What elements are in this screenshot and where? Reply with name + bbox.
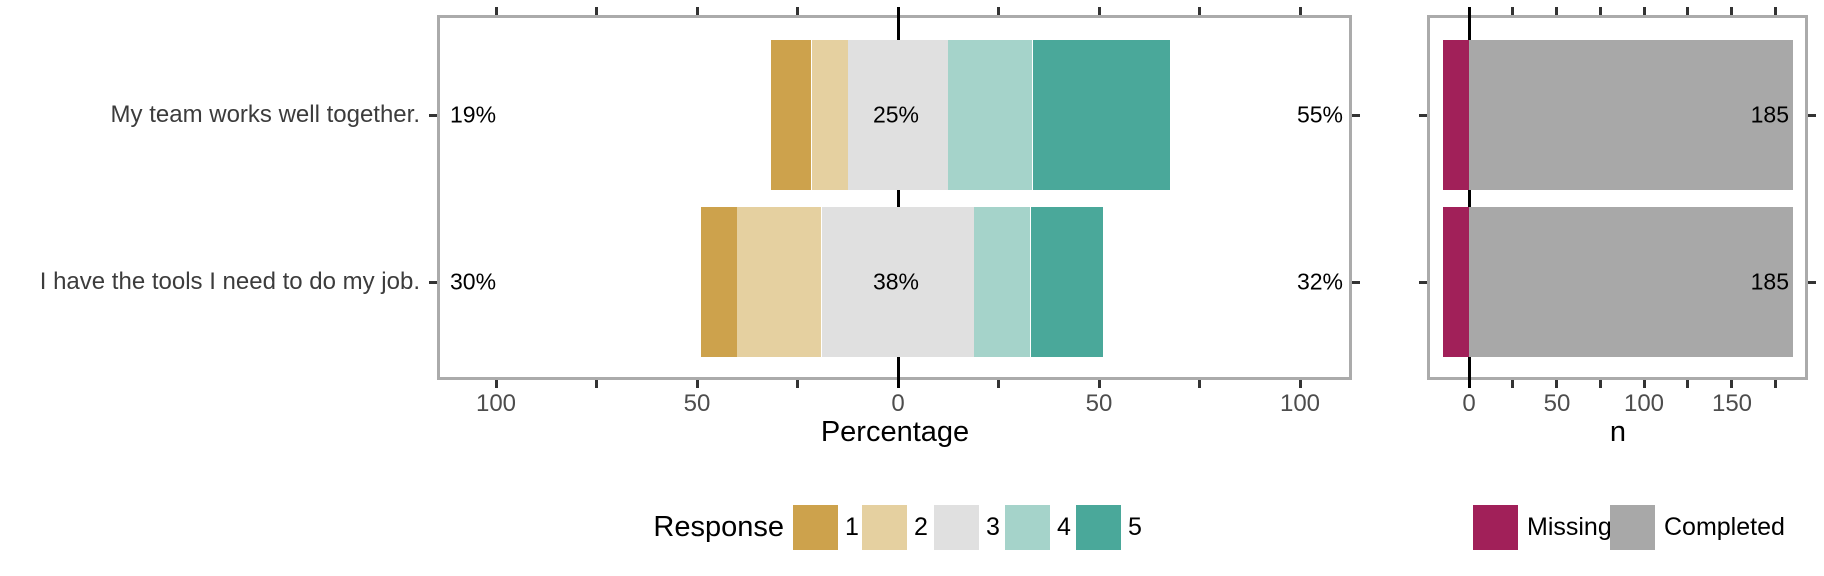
- missing-bar: [1443, 40, 1469, 190]
- x-axis-tick: [1774, 380, 1777, 388]
- x-axis-tick: [1098, 7, 1101, 15]
- bar-segment-response-5: [1033, 40, 1170, 190]
- bar-segment-response-3: [848, 40, 948, 190]
- legend-swatch-response-3: [934, 505, 979, 550]
- bar-segment-response-1: [771, 40, 811, 190]
- neutral-percent-label: 38%: [872, 268, 920, 295]
- x-axis-tick: [1599, 7, 1602, 15]
- legend-swatch-response-1: [793, 505, 838, 550]
- high-percent-label: 32%: [1296, 268, 1343, 295]
- x-axis-tick: [595, 380, 598, 388]
- y-axis-tick: [1419, 281, 1427, 284]
- x-tick-label: 50: [683, 390, 711, 417]
- y-axis-tick: [1352, 114, 1360, 117]
- x-axis-tick: [796, 380, 799, 388]
- question-label: I have the tools I need to do my job.: [39, 268, 420, 295]
- x-axis-tick: [696, 380, 699, 388]
- legend-label-completed: Completed: [1664, 513, 1785, 541]
- y-axis-tick: [1808, 281, 1816, 284]
- x-axis-tick: [595, 7, 598, 15]
- legend-swatch-response-5: [1076, 505, 1121, 550]
- x-tick-label: 50: [1085, 390, 1113, 417]
- legend-label-response-1: 1: [845, 513, 859, 541]
- x-axis-tick: [1511, 380, 1514, 388]
- legend-label-response-4: 4: [1057, 513, 1071, 541]
- bar-segment-response-3: [822, 207, 975, 357]
- low-percent-label: 19%: [450, 101, 497, 128]
- high-percent-label: 55%: [1296, 101, 1343, 128]
- x-axis-tick: [796, 7, 799, 15]
- x-axis-tick: [1774, 7, 1777, 15]
- neutral-percent-label: 25%: [872, 101, 920, 128]
- x-axis-tick: [1643, 380, 1646, 388]
- x-tick-label: 0: [1462, 390, 1476, 417]
- likert-panel-border: [437, 15, 1352, 380]
- question-label: My team works well together.: [110, 101, 420, 128]
- x-axis-tick: [997, 7, 1000, 15]
- bar-segment-response-2: [737, 207, 821, 357]
- x-tick-label: 0: [891, 390, 905, 417]
- legend-swatch-missing: [1473, 505, 1518, 550]
- x-axis-tick: [1555, 7, 1558, 15]
- x-axis-tick: [696, 7, 699, 15]
- bar-segment-response-5: [1031, 207, 1103, 357]
- zero-reference-line: [1468, 7, 1471, 388]
- y-axis-tick: [1419, 114, 1427, 117]
- x-tick-label: 100: [1279, 390, 1321, 417]
- x-tick-label: 50: [1543, 390, 1571, 417]
- low-percent-label: 30%: [450, 268, 497, 295]
- count-label: 185: [1750, 101, 1789, 128]
- bar-segment-response-2: [812, 40, 848, 190]
- legend-label-response-5: 5: [1128, 513, 1142, 541]
- zero-reference-line: [897, 7, 900, 388]
- x-axis-tick: [1198, 380, 1201, 388]
- legend-swatch-completed: [1610, 505, 1655, 550]
- bar-segment-response-1: [701, 207, 737, 357]
- x-axis-tick: [1198, 7, 1201, 15]
- x-tick-label: 100: [475, 390, 517, 417]
- legend-swatch-response-4: [1005, 505, 1050, 550]
- legend-label-response-2: 2: [914, 513, 928, 541]
- legend-swatch-response-2: [862, 505, 907, 550]
- y-axis-tick: [1352, 281, 1360, 284]
- x-tick-label: 150: [1711, 390, 1753, 417]
- count-label: 185: [1750, 268, 1789, 295]
- count-panel-border: [1427, 15, 1808, 380]
- x-axis-title-n: n: [1609, 416, 1627, 448]
- x-axis-tick: [1643, 7, 1646, 15]
- x-axis-tick: [1730, 7, 1733, 15]
- completed-bar: [1469, 40, 1793, 190]
- legend-label-response-3: 3: [986, 513, 1000, 541]
- x-axis-tick: [495, 7, 498, 15]
- missing-bar: [1443, 207, 1469, 357]
- y-axis-tick: [1808, 114, 1816, 117]
- y-axis-tick: [429, 281, 437, 284]
- x-axis-tick: [1599, 380, 1602, 388]
- x-axis-tick: [1730, 380, 1733, 388]
- completed-bar: [1469, 207, 1793, 357]
- x-axis-tick: [1555, 380, 1558, 388]
- bar-segment-response-4: [948, 40, 1032, 190]
- x-axis-tick: [495, 380, 498, 388]
- y-axis-tick: [429, 114, 437, 117]
- x-axis-tick: [1511, 7, 1514, 15]
- x-tick-label: 100: [1623, 390, 1665, 417]
- x-axis-tick: [1098, 380, 1101, 388]
- x-axis-tick: [1686, 7, 1689, 15]
- bar-segment-response-4: [974, 207, 1030, 357]
- x-axis-tick: [1299, 7, 1302, 15]
- legend-label-missing: Missing: [1527, 513, 1612, 541]
- x-axis-tick: [997, 380, 1000, 388]
- x-axis-tick: [1686, 380, 1689, 388]
- x-axis-title-percentage: Percentage: [820, 416, 970, 448]
- x-axis-tick: [1299, 380, 1302, 388]
- legend-response-title: Response: [653, 511, 784, 543]
